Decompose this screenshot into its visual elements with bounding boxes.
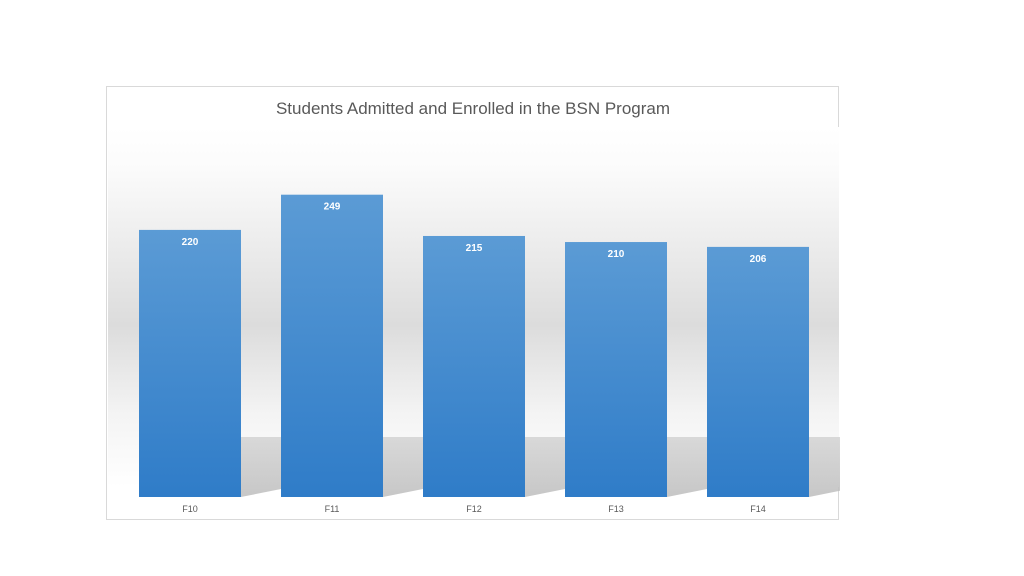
bar-f13 [565, 242, 667, 497]
bar-f11 [281, 194, 383, 498]
x-tick-label-f12: F12 [466, 504, 482, 514]
data-label-f11: 249 [324, 202, 341, 213]
bar-f10 [139, 229, 241, 497]
bar-shadow [241, 437, 281, 497]
chart-area: Students Admitted and Enrolled in the BS… [106, 86, 840, 520]
bar-f14 [707, 246, 809, 497]
bars-group [139, 194, 809, 498]
x-tick-label-f14: F14 [750, 504, 766, 514]
bar-chart: Students Admitted and Enrolled in the BS… [108, 99, 840, 514]
bar-f12 [423, 235, 525, 497]
x-tick-label-f13: F13 [608, 504, 624, 514]
data-label-f10: 220 [182, 237, 199, 248]
x-tick-label-f10: F10 [182, 504, 198, 514]
data-labels-group: 220 249 215 210 206 [182, 202, 767, 265]
data-label-f12: 215 [466, 243, 483, 254]
data-label-f13: 210 [608, 249, 625, 260]
x-tick-label-f11: F11 [325, 504, 340, 514]
bar-shadow [667, 437, 707, 497]
chart-title: Students Admitted and Enrolled in the BS… [276, 99, 670, 118]
data-label-f14: 206 [750, 254, 767, 265]
bar-shadow [809, 437, 840, 497]
bar-shadow [383, 437, 423, 497]
bar-shadow [525, 437, 565, 497]
bar-shadows [241, 437, 840, 497]
x-axis-labels: F10 F11 F12 F13 F14 [182, 504, 766, 514]
